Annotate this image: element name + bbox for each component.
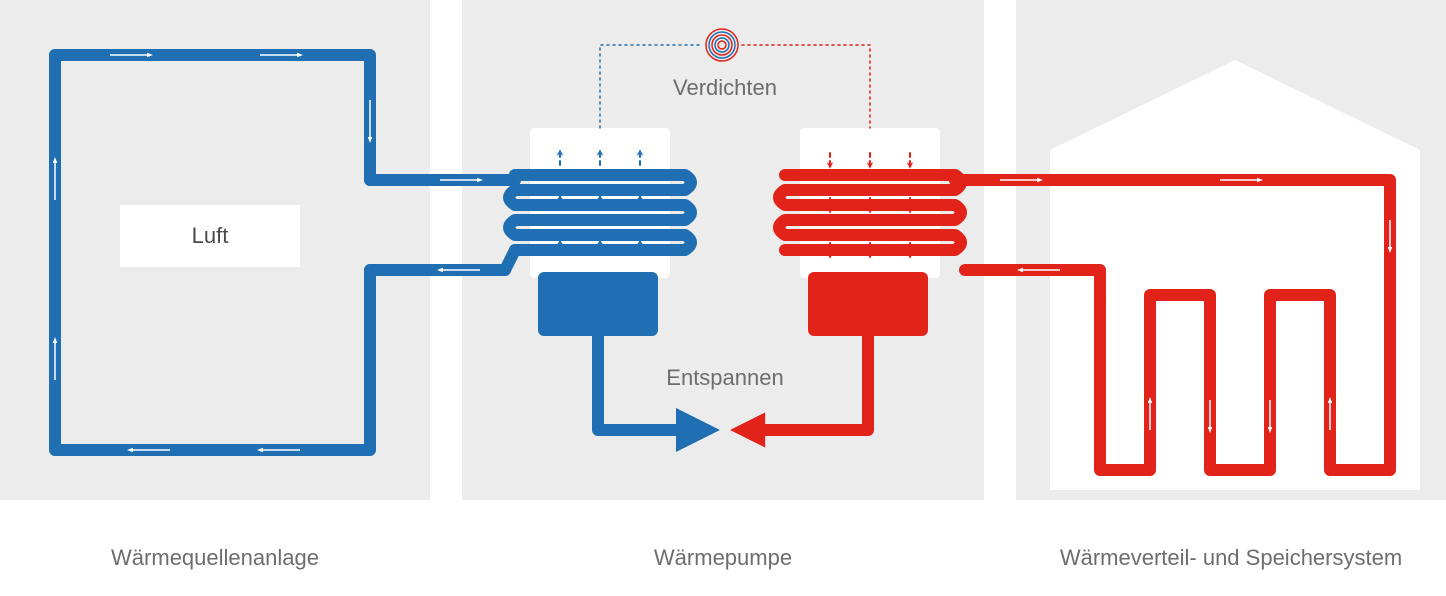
air-loop — [55, 55, 370, 180]
compressor-ring — [718, 41, 726, 49]
pipes-svg — [0, 0, 1446, 596]
diagram-stage: WärmequellenanlageWärmepumpeWärmeverteil… — [0, 0, 1446, 596]
cold-tank — [538, 272, 658, 336]
compressor-ring — [706, 29, 738, 61]
compressor-ring — [715, 38, 729, 52]
refrigerant-cold-dotted — [600, 45, 702, 128]
refrigerant-hot-dotted — [742, 45, 870, 128]
expansion-arrow-blue — [676, 408, 720, 452]
expansion-arrow-red — [730, 412, 765, 447]
compressor-ring — [709, 32, 735, 58]
hot-to-expansion — [752, 336, 868, 430]
hot-tank — [808, 272, 928, 336]
